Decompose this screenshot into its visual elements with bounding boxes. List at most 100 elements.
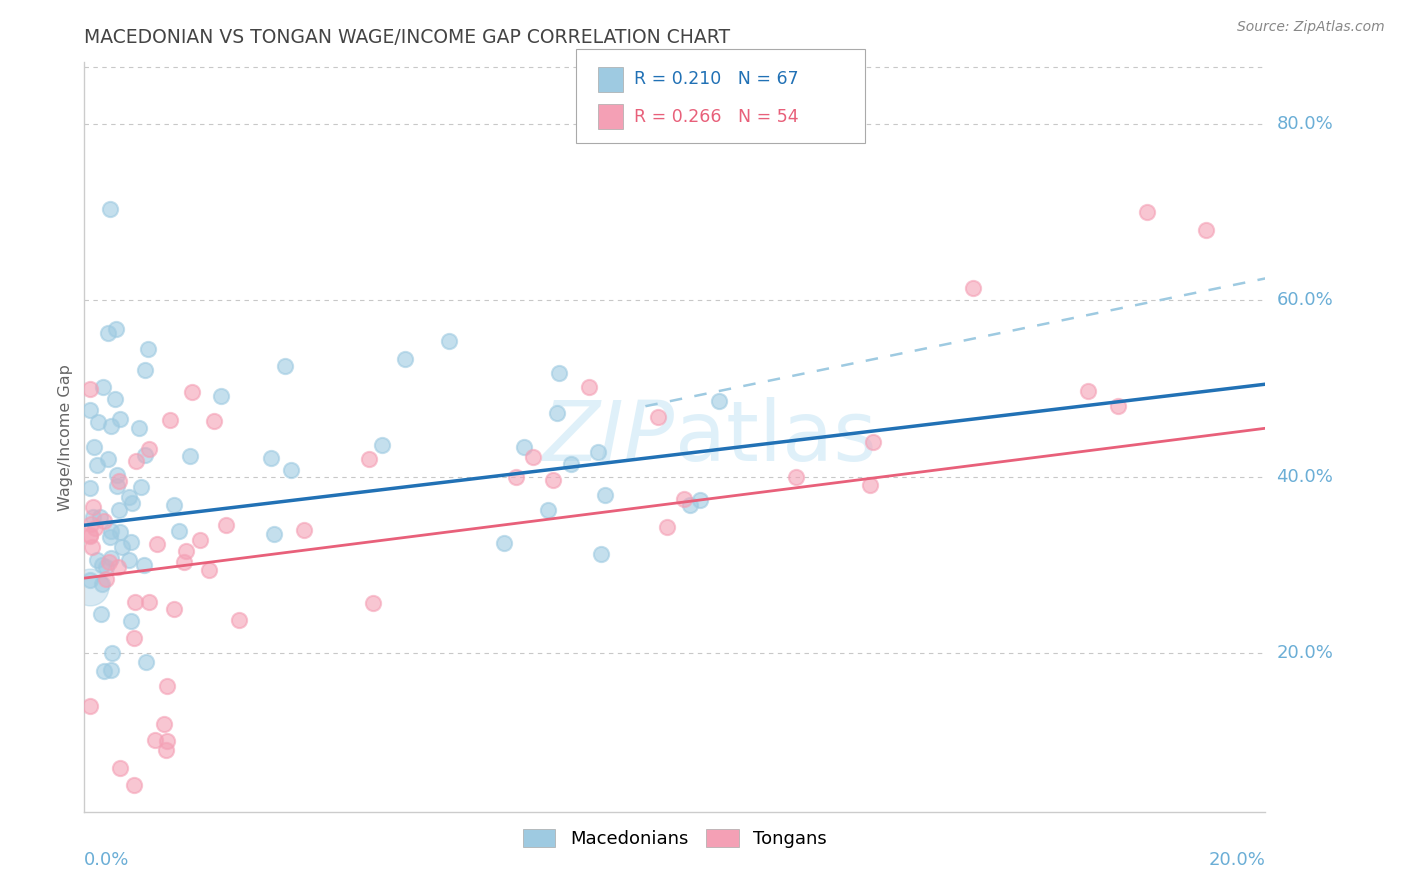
Point bbox=[672, 491, 695, 506]
Point bbox=[647, 410, 669, 425]
Point bbox=[79, 529, 101, 543]
Point bbox=[361, 596, 384, 610]
Point bbox=[181, 385, 204, 400]
Point bbox=[128, 421, 150, 435]
Point bbox=[134, 363, 156, 377]
Point bbox=[121, 496, 143, 510]
Point bbox=[82, 500, 104, 515]
Point bbox=[80, 517, 103, 532]
Point bbox=[104, 392, 127, 406]
Point bbox=[79, 528, 101, 542]
Point bbox=[100, 646, 122, 660]
Point bbox=[120, 614, 142, 628]
Point bbox=[156, 734, 179, 748]
Point bbox=[83, 440, 105, 454]
Point bbox=[124, 595, 146, 609]
Point bbox=[505, 470, 527, 484]
Point bbox=[108, 411, 131, 425]
Point bbox=[263, 526, 285, 541]
Point bbox=[1107, 399, 1129, 413]
Point bbox=[89, 510, 111, 524]
Point bbox=[689, 493, 711, 508]
Point bbox=[108, 502, 131, 516]
Point bbox=[79, 573, 101, 587]
Point bbox=[174, 544, 197, 558]
Point bbox=[679, 499, 702, 513]
Point bbox=[156, 679, 179, 693]
Point bbox=[138, 442, 160, 456]
Point bbox=[209, 389, 232, 403]
Text: 80.0%: 80.0% bbox=[1277, 115, 1333, 133]
Point bbox=[163, 498, 186, 512]
Point bbox=[91, 558, 114, 572]
Text: MACEDONIAN VS TONGAN WAGE/INCOME GAP CORRELATION CHART: MACEDONIAN VS TONGAN WAGE/INCOME GAP COR… bbox=[84, 28, 731, 47]
Point bbox=[513, 440, 536, 454]
Point bbox=[100, 663, 122, 677]
Point bbox=[537, 503, 560, 517]
Point bbox=[118, 553, 141, 567]
Point bbox=[578, 379, 600, 393]
Point bbox=[108, 525, 131, 540]
Text: Source: ZipAtlas.com: Source: ZipAtlas.com bbox=[1237, 20, 1385, 34]
Point bbox=[163, 602, 186, 616]
Point bbox=[273, 359, 295, 373]
Point bbox=[79, 698, 101, 713]
Text: R = 0.266   N = 54: R = 0.266 N = 54 bbox=[634, 108, 799, 126]
Point bbox=[589, 547, 612, 561]
Point bbox=[962, 281, 984, 295]
Point bbox=[122, 632, 145, 646]
Point bbox=[100, 418, 122, 433]
Point bbox=[138, 595, 160, 609]
Point bbox=[202, 414, 225, 428]
Point bbox=[155, 743, 177, 757]
Point bbox=[135, 655, 157, 669]
Point bbox=[82, 540, 104, 554]
Point bbox=[357, 452, 380, 467]
Point bbox=[134, 558, 156, 573]
Point bbox=[159, 413, 181, 427]
Point bbox=[104, 322, 127, 336]
Point bbox=[146, 537, 169, 551]
Point bbox=[84, 521, 107, 535]
Point bbox=[97, 451, 120, 466]
Point bbox=[280, 463, 302, 477]
Point bbox=[100, 524, 122, 538]
Point bbox=[136, 343, 159, 357]
Point bbox=[100, 550, 122, 565]
Point bbox=[546, 406, 568, 420]
Point bbox=[98, 530, 121, 544]
Point bbox=[105, 467, 128, 482]
Legend: Macedonians, Tongans: Macedonians, Tongans bbox=[516, 822, 834, 855]
Point bbox=[179, 449, 201, 463]
Point bbox=[91, 577, 114, 591]
Point bbox=[97, 555, 120, 569]
Point bbox=[586, 445, 609, 459]
Text: 60.0%: 60.0% bbox=[1277, 292, 1333, 310]
Point bbox=[90, 607, 112, 622]
Point bbox=[260, 451, 283, 466]
Point bbox=[86, 552, 108, 566]
Point bbox=[862, 434, 884, 449]
Point bbox=[94, 572, 117, 586]
Point bbox=[93, 514, 115, 528]
Point bbox=[91, 379, 114, 393]
Point bbox=[437, 334, 460, 348]
Point bbox=[215, 517, 238, 532]
Point bbox=[657, 520, 679, 534]
Point bbox=[593, 488, 616, 502]
Text: atlas: atlas bbox=[675, 397, 876, 477]
Point bbox=[492, 535, 515, 549]
Text: ZIP: ZIP bbox=[543, 397, 675, 477]
Point bbox=[1136, 205, 1159, 219]
Point bbox=[709, 393, 731, 408]
Text: 40.0%: 40.0% bbox=[1277, 467, 1333, 486]
Point bbox=[785, 470, 807, 484]
Point bbox=[143, 733, 166, 747]
Point bbox=[541, 473, 564, 487]
Point bbox=[87, 415, 110, 429]
Point bbox=[560, 457, 582, 471]
Point bbox=[111, 540, 134, 554]
Point bbox=[522, 450, 544, 465]
Text: R = 0.210   N = 67: R = 0.210 N = 67 bbox=[634, 70, 799, 88]
Point bbox=[371, 438, 394, 452]
